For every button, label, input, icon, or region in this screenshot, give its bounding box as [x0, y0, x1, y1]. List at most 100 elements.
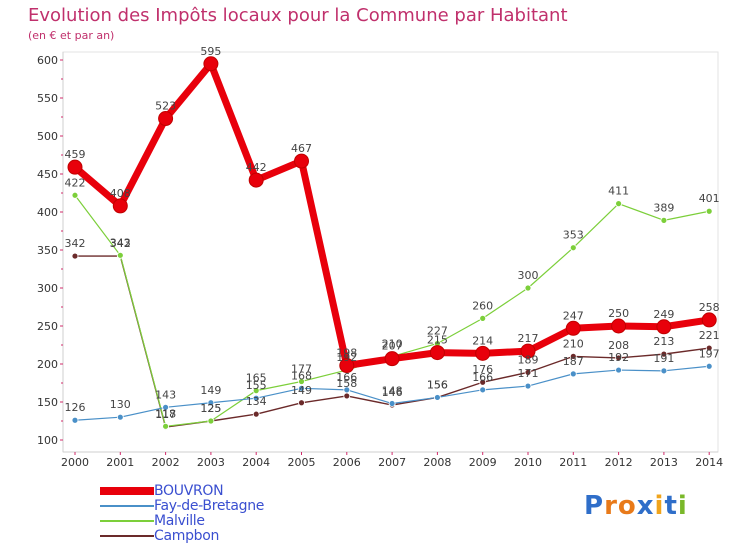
legend-swatch-bouvron	[100, 487, 154, 495]
x-tick-label: 2012	[605, 456, 633, 469]
y-tick-label: 400	[37, 206, 58, 219]
data-label-malville: 422	[65, 176, 86, 189]
data-label-campbon: 189	[518, 353, 539, 366]
legend-swatch-fay-de-bretagne	[100, 505, 154, 507]
data-label-fay-de-bretagne: 191	[653, 352, 674, 365]
data-point-bouvron	[339, 358, 355, 374]
data-label-campbon: 342	[65, 237, 86, 250]
data-point-bouvron	[203, 56, 219, 72]
x-tick-label: 2002	[152, 456, 180, 469]
y-tick-label: 250	[37, 320, 58, 333]
data-label-bouvron: 250	[608, 307, 629, 320]
y-tick-label: 150	[37, 396, 58, 409]
x-tick-label: 2004	[242, 456, 270, 469]
data-label-malville: 125	[200, 402, 221, 415]
data-label-malville: 210	[382, 337, 403, 350]
data-point-fay-de-bretagne	[298, 384, 305, 392]
data-point-bouvron	[701, 312, 717, 328]
data-point-malville	[71, 191, 79, 199]
data-label-campbon: 176	[472, 363, 493, 376]
x-tick-label: 2008	[423, 456, 451, 469]
data-point-bouvron	[656, 319, 672, 335]
data-point-malville	[116, 251, 124, 259]
data-label-fay-de-bretagne: 192	[608, 351, 629, 364]
data-point-malville	[207, 417, 215, 425]
data-label-malville: 353	[563, 229, 584, 242]
legend-label: Malville	[154, 513, 205, 529]
data-label-fay-de-bretagne: 130	[110, 398, 131, 411]
data-label-bouvron: 595	[200, 45, 221, 58]
data-label-fay-de-bretagne: 149	[200, 384, 221, 397]
data-point-bouvron	[384, 351, 400, 367]
data-point-fay-de-bretagne	[116, 413, 124, 421]
x-tick-label: 2003	[197, 456, 225, 469]
y-tick-label: 500	[37, 130, 58, 143]
chart-subtitle: (en € et par an)	[28, 29, 115, 42]
y-tick-label: 100	[37, 434, 58, 447]
data-label-fay-de-bretagne: 143	[155, 388, 176, 401]
y-tick-label: 300	[37, 282, 58, 295]
data-label-campbon: 158	[336, 377, 357, 390]
data-label-fay-de-bretagne: 155	[246, 379, 267, 392]
y-tick-label: 350	[37, 244, 58, 257]
data-label-malville: 411	[608, 185, 629, 198]
chart-title: Evolution des Impôts locaux pour la Comm…	[28, 5, 568, 26]
data-label-fay-de-bretagne: 166	[336, 371, 357, 384]
data-label-fay-de-bretagne: 168	[291, 369, 312, 382]
legend-swatch-malville	[100, 520, 154, 522]
data-label-malville: 343	[110, 236, 131, 249]
data-label-campbon: 125	[200, 402, 221, 415]
data-label-bouvron: 217	[518, 332, 539, 345]
data-label-bouvron: 207	[382, 340, 403, 353]
data-label-bouvron: 258	[699, 301, 720, 314]
data-point-campbon	[569, 352, 577, 360]
x-tick-label: 2005	[288, 456, 316, 469]
data-label-bouvron: 523	[155, 100, 176, 113]
data-point-bouvron	[611, 318, 627, 334]
data-point-fay-de-bretagne	[252, 394, 260, 402]
x-tick-label: 2001	[106, 456, 134, 469]
data-point-bouvron	[565, 320, 581, 336]
data-label-malville: 192	[336, 351, 357, 364]
legend-label: Fay-de-Bretagne	[154, 498, 265, 514]
data-label-malville: 227	[427, 324, 448, 337]
data-point-malville	[162, 422, 170, 430]
data-point-campbon	[479, 378, 487, 386]
data-label-malville: 165	[246, 372, 267, 385]
data-label-malville: 177	[291, 362, 312, 375]
data-label-fay-de-bretagne: 197	[699, 347, 720, 360]
data-label-campbon: 149	[291, 384, 312, 397]
data-point-malville	[705, 207, 713, 215]
data-point-malville	[615, 200, 622, 208]
data-point-bouvron	[248, 172, 264, 188]
x-tick-label: 2014	[695, 456, 723, 469]
data-point-fay-de-bretagne	[71, 416, 79, 424]
data-label-campbon: 156	[427, 378, 448, 391]
data-label-bouvron: 214	[472, 334, 493, 347]
data-label-campbon: 208	[608, 339, 629, 352]
data-label-campbon: 213	[653, 335, 674, 348]
data-point-bouvron	[158, 111, 174, 127]
data-point-malville	[479, 314, 487, 322]
data-point-bouvron	[67, 159, 83, 175]
y-tick-label: 450	[37, 168, 58, 181]
data-point-malville	[298, 378, 305, 385]
data-point-fay-de-bretagne	[162, 403, 170, 411]
data-point-fay-de-bretagne	[615, 366, 622, 374]
y-tick-label: 200	[37, 358, 58, 371]
x-tick-label: 2007	[378, 456, 406, 469]
x-tick-label: 2013	[650, 456, 678, 469]
data-point-fay-de-bretagne	[524, 382, 532, 390]
x-tick-label: 2000	[61, 456, 89, 469]
data-label-bouvron: 249	[653, 308, 674, 321]
data-label-malville: 118	[155, 407, 176, 420]
data-point-bouvron	[112, 198, 128, 214]
legend-label: Campbon	[154, 528, 220, 544]
data-point-fay-de-bretagne	[433, 394, 441, 401]
data-point-campbon	[705, 344, 713, 352]
data-label-campbon: 221	[699, 329, 720, 342]
data-point-fay-de-bretagne	[569, 370, 577, 378]
data-point-fay-de-bretagne	[388, 400, 396, 407]
data-label-bouvron: 215	[427, 334, 448, 347]
